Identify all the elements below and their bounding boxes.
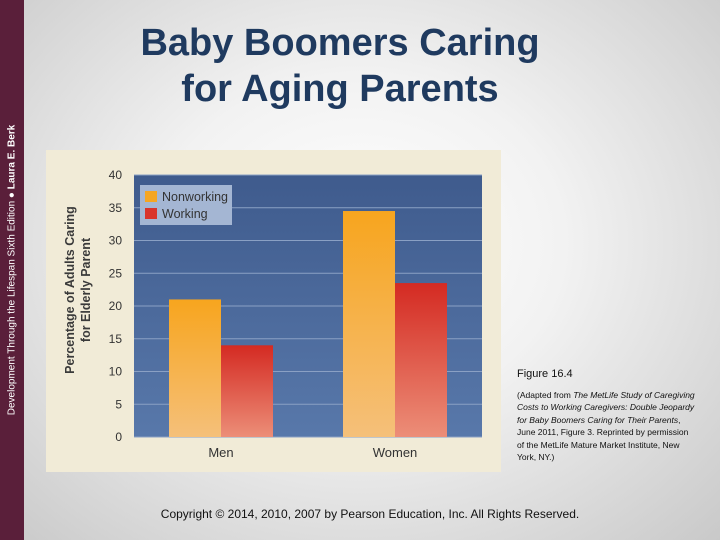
bar-nonworking-men xyxy=(169,299,221,437)
side-banner-text: Development Through the Lifespan Sixth E… xyxy=(7,125,18,416)
y-tick-label: 10 xyxy=(109,365,123,379)
bar-working-women xyxy=(395,283,447,437)
x-tick-label: Women xyxy=(373,445,418,460)
y-tick-label: 15 xyxy=(109,332,123,346)
y-tick-label: 25 xyxy=(109,266,123,280)
legend-label: Working xyxy=(162,207,208,221)
bar-working-men xyxy=(221,345,273,437)
legend-swatch xyxy=(145,208,157,219)
bar-nonworking-women xyxy=(343,211,395,437)
bar-chart: 0 5 10 15 20 25 30 35 40 Men Women Percentage of … xyxy=(63,168,482,460)
bullet-separator: ● xyxy=(6,192,18,199)
y-tick-label: 35 xyxy=(109,201,123,215)
y-axis-label-line-1: Percentage of Adults Caring xyxy=(63,206,77,374)
chart-container: 0 5 10 15 20 25 30 35 40 Men Women Percentage of … xyxy=(46,150,501,472)
x-tick-label: Men xyxy=(208,445,233,460)
y-tick-label: 0 xyxy=(115,430,122,444)
y-axis-label-line-2: for Elderly Parent xyxy=(79,237,93,342)
title-line-1: Baby Boomers Caring xyxy=(140,22,540,64)
y-tick-label: 5 xyxy=(115,397,122,411)
y-tick-label: 40 xyxy=(109,168,123,182)
caption-part: (Adapted from xyxy=(517,390,574,400)
slide-title: Baby Boomers Caring for Aging Parents xyxy=(110,20,570,112)
y-tick-label: 30 xyxy=(109,234,123,248)
caption-part: , June 2011, Figure 3. Reprinted by perm… xyxy=(517,414,689,463)
side-band: Development Through the Lifespan Sixth E… xyxy=(0,0,24,540)
chart-legend: Nonworking Working xyxy=(140,185,232,225)
book-title: Development Through the Lifespan Sixth E… xyxy=(6,200,18,416)
copyright-notice: Copyright © 2014, 2010, 2007 by Pearson … xyxy=(160,507,580,521)
y-tick-label: 20 xyxy=(109,299,123,313)
legend-label: Nonworking xyxy=(162,190,228,204)
figure-caption: (Adapted from The MetLife Study of Careg… xyxy=(517,389,697,463)
title-line-2: for Aging Parents xyxy=(181,68,499,110)
book-author: Laura E. Berk xyxy=(6,124,18,190)
figure-label: Figure 16.4 xyxy=(517,368,573,380)
caption-source-title: The MetLife Study of Caregiving Costs to… xyxy=(517,390,695,425)
legend-swatch xyxy=(145,191,157,202)
